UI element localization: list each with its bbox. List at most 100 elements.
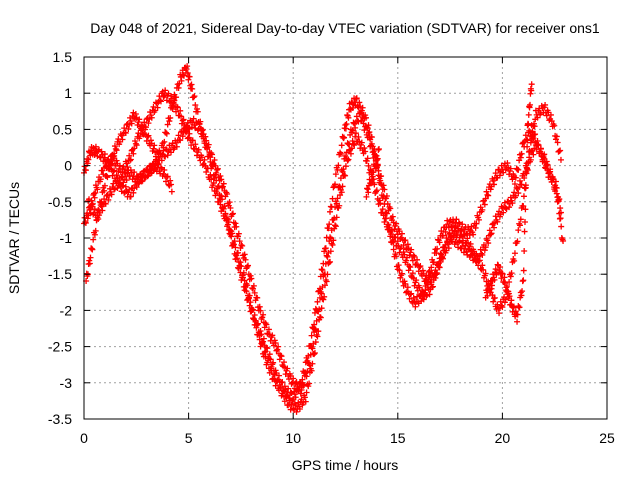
y-tick-label: -3.5	[48, 411, 72, 427]
data-point	[163, 178, 170, 185]
data-point	[311, 325, 318, 332]
data-point	[303, 389, 310, 396]
data-point	[453, 234, 460, 241]
data-point	[122, 129, 129, 136]
data-point	[482, 270, 489, 277]
data-point	[130, 150, 137, 157]
y-tick-label: -0.5	[48, 194, 72, 210]
data-point	[383, 210, 390, 217]
data-point	[101, 182, 108, 189]
data-point	[112, 145, 119, 152]
data-point	[198, 130, 205, 137]
data-point	[190, 94, 197, 101]
data-point	[544, 161, 551, 168]
data-point	[333, 200, 340, 207]
data-point	[322, 260, 329, 267]
y-tick-label: 0.5	[53, 121, 73, 137]
data-point	[284, 365, 291, 372]
data-point	[276, 356, 283, 363]
data-point	[164, 121, 171, 128]
data-point	[428, 264, 435, 271]
data-point	[111, 167, 118, 174]
data-point	[321, 248, 328, 255]
data-point	[242, 256, 249, 263]
data-point	[114, 184, 121, 191]
data-point	[192, 102, 199, 109]
data-point	[410, 294, 417, 301]
data-point	[484, 237, 491, 244]
data-point	[301, 394, 308, 401]
data-point	[111, 150, 118, 157]
data-point	[345, 114, 352, 121]
data-point	[157, 164, 164, 171]
data-point	[244, 282, 251, 289]
data-point	[298, 396, 305, 403]
x-tick-label: 15	[390, 430, 406, 446]
data-point	[232, 220, 239, 227]
data-point	[367, 180, 374, 187]
data-point	[479, 206, 486, 213]
data-point	[250, 306, 257, 313]
data-point	[179, 117, 186, 124]
data-point	[93, 217, 100, 224]
data-point	[439, 232, 446, 239]
data-point	[523, 136, 530, 143]
data-point	[458, 227, 465, 234]
data-point	[487, 231, 494, 238]
data-point	[164, 152, 171, 159]
data-point	[525, 111, 532, 118]
data-point	[133, 142, 140, 149]
data-point	[127, 157, 134, 164]
data-point	[215, 183, 222, 190]
data-point	[326, 221, 333, 228]
data-point	[113, 147, 120, 154]
data-point	[507, 273, 514, 280]
data-point	[500, 169, 507, 176]
data-point	[436, 239, 443, 246]
data-point	[545, 170, 552, 177]
data-point	[86, 196, 93, 203]
data-point	[332, 203, 339, 210]
y-tick-label: 0	[64, 158, 72, 174]
data-point	[123, 177, 130, 184]
data-point	[376, 197, 383, 204]
data-point	[320, 296, 327, 303]
data-point	[403, 257, 410, 264]
data-point	[439, 254, 446, 261]
data-point	[371, 181, 378, 188]
data-point	[101, 187, 108, 194]
data-point	[311, 351, 318, 358]
data-point	[111, 143, 118, 150]
data-point	[459, 239, 466, 246]
data-point	[257, 307, 264, 314]
data-point	[260, 311, 267, 318]
data-point	[343, 120, 350, 127]
data-point	[461, 231, 468, 238]
data-point	[128, 120, 135, 127]
data-point	[103, 172, 110, 179]
data-point	[506, 204, 513, 211]
data-point	[212, 162, 219, 169]
data-point	[255, 329, 262, 336]
data-point	[218, 176, 225, 183]
data-point	[102, 200, 109, 207]
data-point	[558, 223, 565, 230]
data-point	[515, 190, 522, 197]
data-point	[131, 169, 138, 176]
data-point	[256, 336, 263, 343]
data-point	[381, 219, 388, 226]
data-point	[175, 132, 182, 139]
data-point	[303, 373, 310, 380]
data-point	[163, 129, 170, 136]
data-point	[366, 134, 373, 141]
data-point	[279, 378, 286, 385]
data-point	[507, 165, 514, 172]
data-point	[234, 249, 241, 256]
data-point	[530, 151, 537, 158]
data-point	[502, 205, 509, 212]
data-point	[353, 95, 360, 102]
data-point	[429, 283, 436, 290]
data-point	[520, 193, 527, 200]
data-point	[258, 340, 265, 347]
